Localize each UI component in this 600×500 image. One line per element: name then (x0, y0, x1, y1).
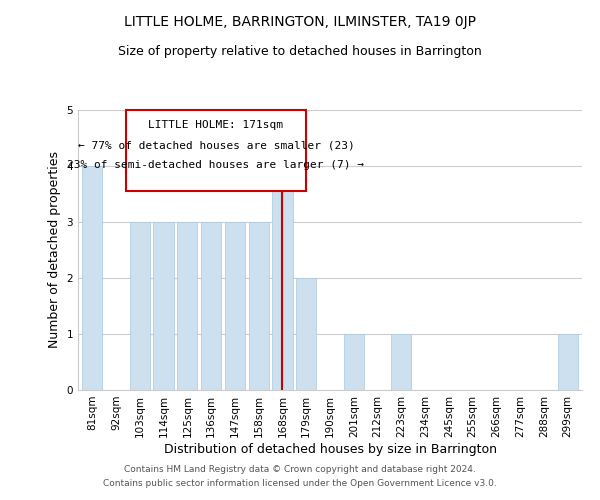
Bar (391, 334, 412, 390)
Text: 23% of semi-detached houses are larger (7) →: 23% of semi-detached houses are larger (… (67, 160, 364, 170)
Bar (557, 334, 578, 390)
Bar (82, 166, 103, 390)
Bar (154, 222, 173, 390)
Bar (201, 222, 221, 390)
Bar (130, 222, 150, 390)
Text: Size of property relative to detached houses in Barrington: Size of property relative to detached ho… (118, 45, 482, 58)
Bar (344, 334, 364, 390)
Text: LITTLE HOLME, BARRINGTON, ILMINSTER, TA19 0JP: LITTLE HOLME, BARRINGTON, ILMINSTER, TA1… (124, 15, 476, 29)
Y-axis label: Number of detached properties: Number of detached properties (48, 152, 61, 348)
Bar (248, 222, 269, 390)
Bar (296, 278, 316, 390)
Text: ← 77% of detached houses are smaller (23): ← 77% of detached houses are smaller (23… (77, 141, 354, 151)
FancyBboxPatch shape (125, 110, 306, 191)
Text: Contains HM Land Registry data © Crown copyright and database right 2024.
Contai: Contains HM Land Registry data © Crown c… (103, 466, 497, 487)
Text: LITTLE HOLME: 171sqm: LITTLE HOLME: 171sqm (148, 120, 283, 130)
Bar (272, 166, 293, 390)
Bar (225, 222, 245, 390)
X-axis label: Distribution of detached houses by size in Barrington: Distribution of detached houses by size … (163, 442, 497, 456)
Bar (177, 222, 197, 390)
